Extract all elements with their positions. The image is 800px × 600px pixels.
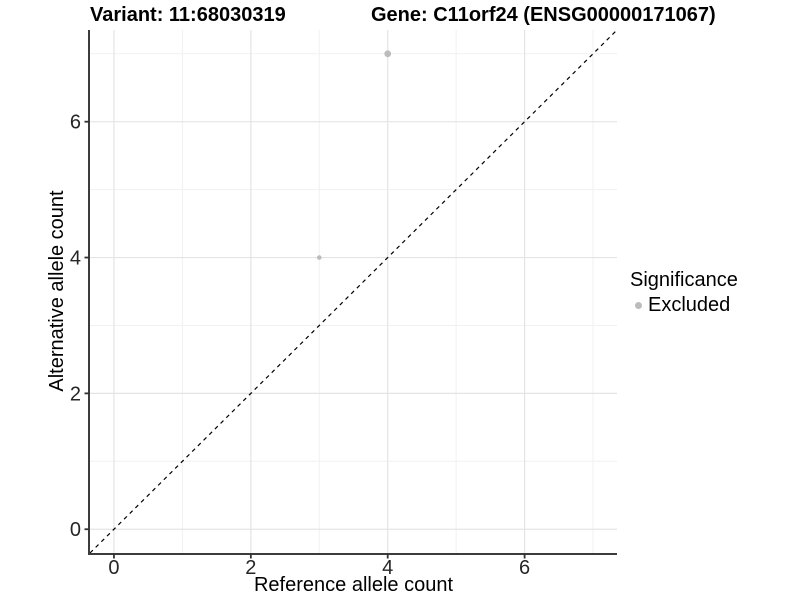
data-point bbox=[384, 50, 392, 58]
plot-title-gene: Gene: C11orf24 (ENSG00000171067) bbox=[371, 4, 716, 26]
legend-entry-excluded: Excluded bbox=[630, 294, 738, 316]
legend-title: Significance bbox=[630, 269, 738, 291]
x-tick-label: 0 bbox=[108, 557, 119, 579]
y-tick-label: 6 bbox=[70, 112, 81, 134]
y-tick-label: 0 bbox=[70, 519, 81, 541]
y-tick-label: 2 bbox=[70, 383, 81, 405]
y-tick-label: 4 bbox=[70, 248, 81, 270]
legend-entry-label: Excluded bbox=[648, 294, 731, 316]
identity-line bbox=[89, 29, 618, 554]
x-tick-label: 2 bbox=[245, 557, 256, 579]
data-point bbox=[316, 255, 322, 260]
axis-lines bbox=[88, 30, 617, 555]
plot-title-variant: Variant: 11:68030319 bbox=[90, 4, 286, 26]
legend: Significance Excluded bbox=[630, 268, 738, 316]
y-axis-title: Alternative allele count bbox=[46, 190, 68, 392]
x-axis-title: Reference allele count bbox=[253, 574, 453, 596]
x-tick-label: 6 bbox=[519, 557, 530, 579]
excluded-point-icon bbox=[635, 301, 642, 309]
x-tick-label: 4 bbox=[382, 557, 393, 579]
